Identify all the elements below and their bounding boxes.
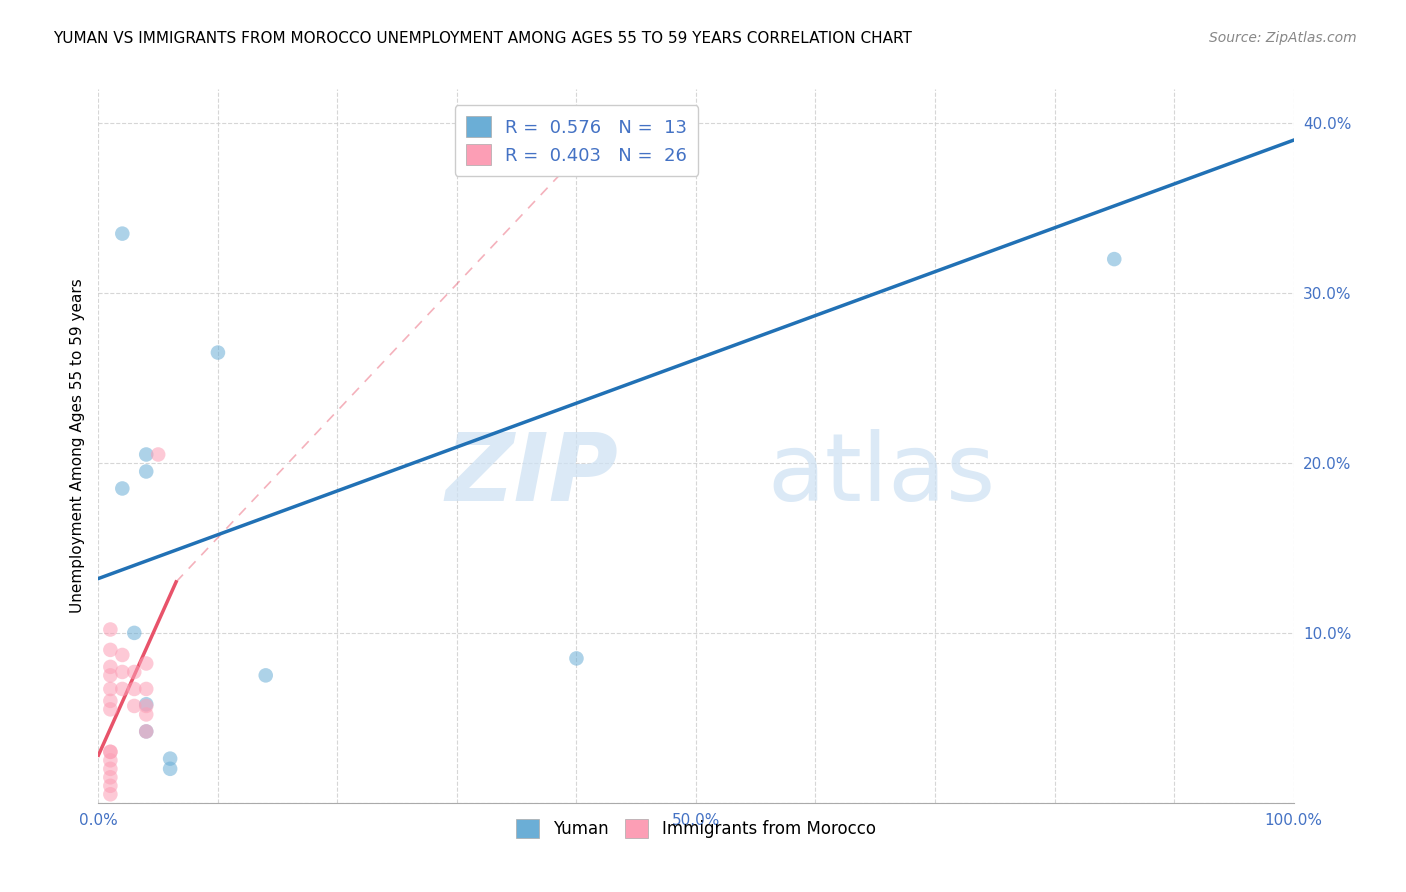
Point (135, 698, 157, 713)
Point (565, 651, 588, 665)
Point (135, 724, 157, 739)
Point (98, 702, 122, 716)
Point (98, 694, 122, 708)
Point (135, 448, 157, 462)
Text: YUMAN VS IMMIGRANTS FROM MOROCCO UNEMPLOYMENT AMONG AGES 55 TO 59 YEARS CORRELAT: YUMAN VS IMMIGRANTS FROM MOROCCO UNEMPLO… (53, 31, 912, 46)
Point (135, 724, 157, 739)
Point (111, 648, 134, 662)
Point (98, 668, 122, 682)
Point (124, 665, 146, 679)
Point (135, 657, 157, 671)
Point (124, 626, 146, 640)
Text: Source: ZipAtlas.com: Source: ZipAtlas.com (1209, 31, 1357, 45)
Point (111, 681, 134, 696)
Point (98, 770, 122, 784)
Point (207, 345, 229, 359)
Point (98, 753, 122, 767)
Point (148, 448, 170, 462)
Point (98, 745, 122, 759)
Point (98, 787, 122, 801)
Point (98, 643, 122, 657)
Point (135, 465, 157, 479)
Point (135, 698, 157, 712)
Text: ZIP: ZIP (446, 428, 619, 521)
Point (111, 482, 134, 496)
Point (98, 623, 122, 637)
Point (135, 681, 157, 696)
Point (98, 762, 122, 776)
Text: atlas: atlas (768, 428, 995, 521)
Point (111, 665, 134, 679)
Point (159, 751, 181, 765)
Point (98, 660, 122, 674)
Point (111, 227, 134, 241)
Y-axis label: Unemployment Among Ages 55 to 59 years: Unemployment Among Ages 55 to 59 years (69, 278, 84, 614)
Point (98, 745, 122, 759)
Point (254, 668, 277, 682)
Point (124, 681, 146, 696)
Legend: Yuman, Immigrants from Morocco: Yuman, Immigrants from Morocco (509, 812, 883, 845)
Point (124, 698, 146, 713)
Point (98, 681, 122, 696)
Point (159, 762, 181, 776)
Point (1104, 252, 1126, 266)
Point (98, 779, 122, 793)
Point (135, 707, 157, 722)
